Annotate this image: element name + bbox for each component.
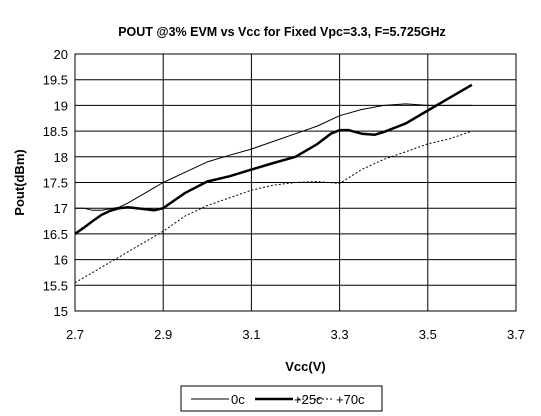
x-tick-label: 3.1 xyxy=(242,327,260,342)
series-line-3 xyxy=(74,130,473,284)
series-line-1 xyxy=(75,103,472,211)
y-tick-label: 18.5 xyxy=(43,124,68,139)
y-tick-label: 18 xyxy=(54,150,68,165)
y-tick-label: 20 xyxy=(54,47,68,62)
x-tick-label: 3.7 xyxy=(507,327,525,342)
y-tick-label: 15 xyxy=(54,304,68,319)
y-tick-label: 19 xyxy=(54,98,68,113)
series-lines xyxy=(74,83,473,284)
legend-label: 0c xyxy=(231,392,245,407)
x-tick-label: 3.5 xyxy=(419,327,437,342)
y-tick-label: 16 xyxy=(54,253,68,268)
x-axis-title: Vcc(V) xyxy=(285,359,325,374)
y-tick-label: 17.5 xyxy=(43,176,68,191)
y-tick-label: 19.5 xyxy=(43,73,68,88)
y-axis-tick-labels: 15 15.5 16 16.5 17 17.5 18 18.5 19 19.5 20 xyxy=(43,47,68,319)
chart-title: POUT @3% EVM vs Vcc for Fixed Vpc=3.3, F… xyxy=(118,25,446,39)
x-tick-label: 2.7 xyxy=(66,327,84,342)
series-line-2 xyxy=(74,83,473,235)
legend: 0c +25c +70c xyxy=(180,385,383,412)
plot-area-frame xyxy=(74,53,517,312)
y-axis-title: Pout(dBm) xyxy=(12,149,27,215)
x-tick-label: 3.3 xyxy=(331,327,349,342)
legend-label: +70c xyxy=(336,392,365,407)
y-tick-label: 16.5 xyxy=(43,227,68,242)
x-tick-label: 2.9 xyxy=(154,327,172,342)
y-tick-label: 17 xyxy=(54,201,68,216)
legend-label: +25c xyxy=(294,392,323,407)
x-axis-tick-labels: 2.7 2.9 3.1 3.3 3.5 3.7 xyxy=(66,327,525,342)
y-tick-label: 15.5 xyxy=(43,278,68,293)
